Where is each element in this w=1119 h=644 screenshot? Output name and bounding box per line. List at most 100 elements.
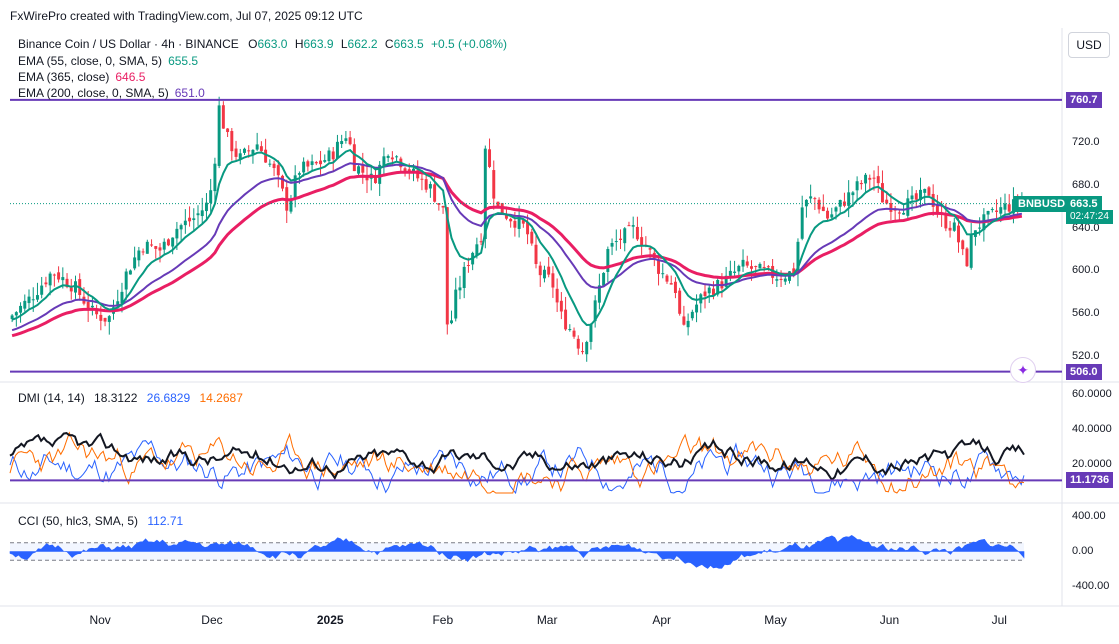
candle-body	[783, 278, 787, 282]
candle-body	[686, 320, 690, 328]
dmi-tick-label: 60.0000	[1072, 387, 1112, 400]
ema200-line	[11, 162, 1023, 332]
cci-name: CCI (50, hlc3, SMA, 5)	[18, 514, 139, 528]
currency-button[interactable]: USD	[1068, 32, 1110, 58]
ohlc-h-label: H	[294, 37, 304, 51]
candle-body	[99, 314, 103, 321]
ohlc-o-label: O	[248, 37, 258, 51]
candle-body	[872, 177, 876, 179]
candle-body	[272, 163, 276, 169]
candle-body	[623, 228, 627, 244]
level-tag: 506.0	[1066, 363, 1102, 380]
candle-body	[830, 214, 834, 218]
candle-body	[589, 324, 593, 342]
candle-body	[716, 280, 720, 295]
candle-body	[297, 173, 301, 175]
candle-body	[813, 198, 817, 200]
candle-body	[627, 225, 631, 227]
ohlc-o: 663.0	[257, 37, 288, 51]
ema365-value: 646.5	[115, 70, 146, 84]
candle-body	[466, 265, 470, 267]
candle-body	[775, 279, 779, 281]
ema55-legend[interactable]: EMA (55, close, 0, SMA, 5) 655.5	[18, 54, 204, 68]
candle-body	[162, 241, 166, 250]
candle-body	[957, 225, 960, 243]
candle-body	[475, 244, 479, 256]
candle-body	[107, 316, 111, 322]
candle-body	[281, 175, 284, 189]
flash-icon[interactable]: ✦	[1010, 357, 1036, 383]
candle-body	[585, 341, 589, 355]
candle-body	[593, 300, 597, 322]
candle-body	[120, 291, 124, 304]
candle-body	[27, 296, 31, 304]
candle-body	[340, 141, 344, 145]
candle-body	[631, 225, 635, 227]
price-tick-label: 680.0	[1072, 179, 1100, 191]
candle-body	[1007, 204, 1011, 212]
candle-body	[504, 214, 508, 219]
candle-body	[450, 320, 453, 324]
candle-body	[826, 210, 830, 219]
candle-body	[990, 209, 994, 211]
candle-body	[124, 271, 128, 290]
candle-body	[551, 273, 555, 288]
candle-body	[661, 273, 665, 275]
candle-body	[133, 257, 137, 269]
candle-body	[619, 238, 622, 240]
candle-body	[348, 137, 352, 145]
candle-body	[902, 212, 906, 215]
dmi-legend[interactable]: DMI (14, 14) 18.3122 26.6829 14.2687	[18, 391, 249, 405]
candle-body	[509, 218, 513, 222]
candle-body	[171, 237, 175, 247]
candle-body	[969, 235, 973, 268]
candle-body	[758, 263, 762, 269]
candle-body	[762, 267, 766, 269]
cci-legend[interactable]: CCI (50, hlc3, SMA, 5) 112.71	[18, 514, 189, 528]
candle-body	[259, 146, 263, 152]
price-tick-label: 640.0	[1072, 221, 1100, 234]
candle-body	[547, 266, 551, 275]
candle-body	[885, 199, 889, 204]
candle-body	[357, 166, 361, 174]
candle-body	[648, 248, 652, 250]
ohlc-c: 663.5	[393, 37, 424, 51]
countdown-tag: 02:47:24	[1066, 209, 1113, 224]
candle-body	[724, 275, 728, 287]
candle-body	[314, 162, 318, 164]
symbol-tag: BNBUSD	[1014, 195, 1070, 212]
time-tick-label: Nov	[89, 613, 111, 627]
candle-body	[323, 160, 327, 162]
candle-body	[234, 148, 238, 157]
candle-body	[319, 160, 323, 165]
time-tick-label: Jun	[879, 613, 900, 627]
candle-body	[128, 270, 132, 275]
candle-body	[255, 144, 259, 150]
candle-body	[910, 195, 914, 200]
candle-body	[665, 275, 669, 282]
candle-body	[999, 207, 1003, 214]
candle-body	[737, 265, 741, 272]
candle-body	[703, 291, 707, 297]
candle-body	[754, 266, 758, 268]
candle-body	[116, 301, 120, 306]
candle-body	[711, 288, 715, 295]
candle-body	[935, 204, 939, 215]
candle-body	[817, 199, 821, 210]
candle-body	[204, 202, 208, 212]
ema55-name: EMA (55, close, 0, SMA, 5)	[18, 54, 163, 68]
ohlc-l: 662.2	[347, 37, 378, 51]
candle-body	[306, 161, 310, 167]
candle-body	[1011, 199, 1015, 214]
candle-body	[221, 105, 225, 129]
candle-body	[247, 150, 251, 152]
candle-body	[48, 273, 52, 286]
ema365-legend[interactable]: EMA (365, close) 646.5	[18, 70, 151, 84]
candle-body	[454, 289, 458, 319]
candle-body	[914, 193, 918, 200]
ohlc-l-label: L	[340, 37, 348, 51]
candle-body	[52, 274, 56, 276]
ema200-legend[interactable]: EMA (200, close, 0, SMA, 5) 651.0	[18, 86, 211, 100]
dmi-plus-value: 26.6829	[146, 391, 191, 405]
